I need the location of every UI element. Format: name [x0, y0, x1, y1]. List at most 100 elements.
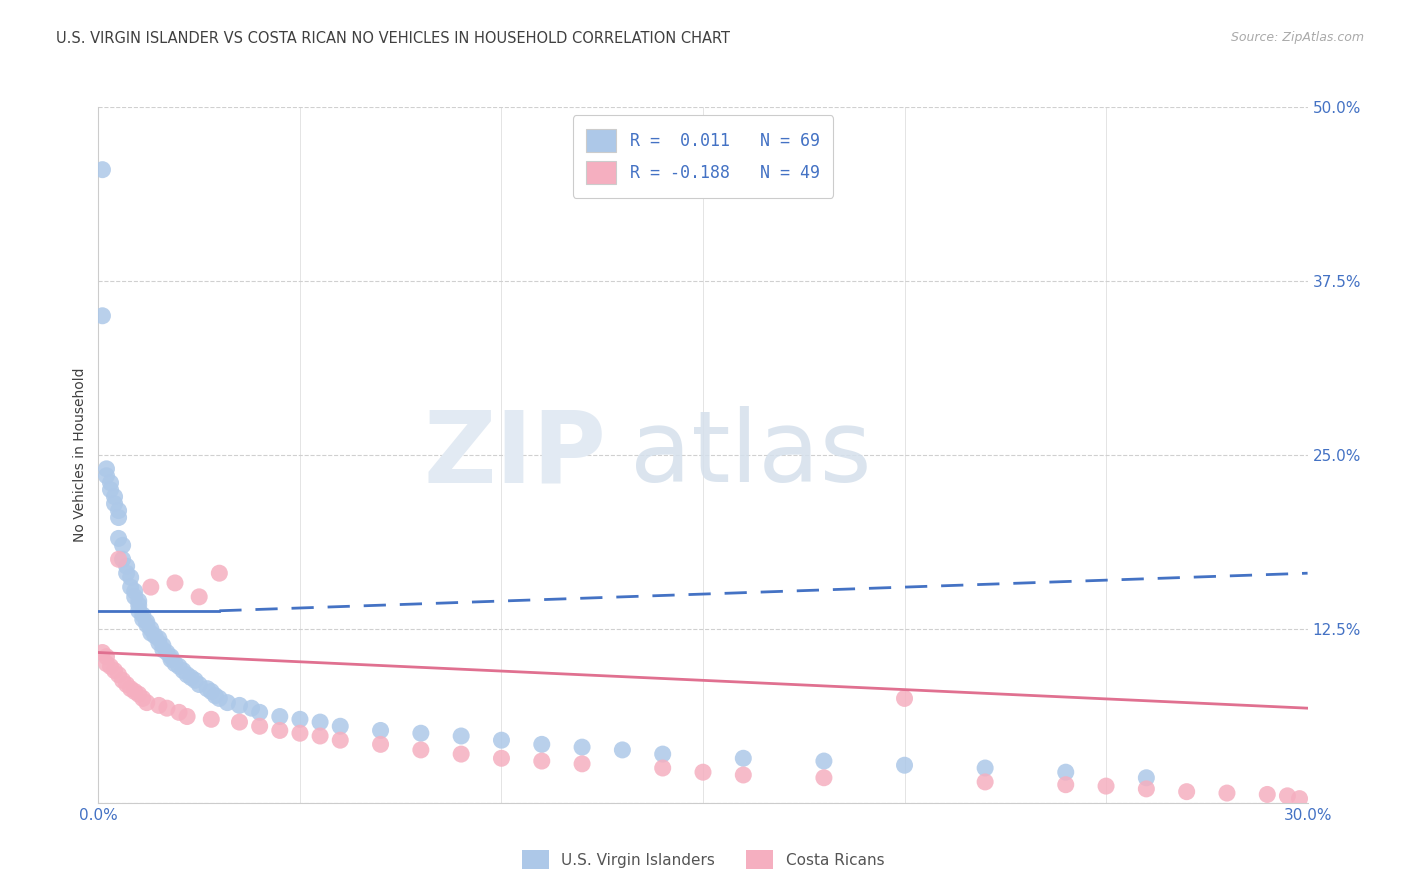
Point	[128, 604, 150, 618]
Point	[288, 712, 311, 726]
Point	[893, 758, 915, 772]
Point	[370, 723, 392, 738]
Point	[139, 580, 162, 594]
Point	[128, 594, 150, 608]
Point	[172, 664, 194, 678]
Point	[148, 698, 170, 713]
Point	[651, 747, 673, 761]
Point	[184, 673, 207, 688]
Point	[115, 566, 138, 581]
Point	[228, 698, 250, 713]
Point	[107, 510, 129, 524]
Point	[329, 719, 352, 733]
Point	[96, 462, 118, 476]
Point	[156, 701, 179, 715]
Point	[103, 490, 125, 504]
Y-axis label: No Vehicles in Household: No Vehicles in Household	[73, 368, 87, 542]
Point	[571, 756, 593, 771]
Point	[1216, 786, 1239, 800]
Point	[107, 532, 129, 546]
Point	[148, 632, 170, 646]
Point	[195, 681, 218, 696]
Point	[111, 673, 134, 688]
Point	[103, 664, 125, 678]
Point	[128, 598, 150, 612]
Point	[692, 765, 714, 780]
Legend: U.S. Virgin Islanders, Costa Ricans: U.S. Virgin Islanders, Costa Ricans	[516, 845, 890, 875]
Point	[249, 719, 271, 733]
Point	[96, 649, 118, 664]
Point	[204, 689, 226, 703]
Point	[100, 475, 122, 490]
Point	[288, 726, 311, 740]
Point	[269, 709, 291, 723]
Point	[974, 761, 997, 775]
Point	[139, 622, 162, 636]
Point	[217, 696, 239, 710]
Point	[107, 667, 129, 681]
Point	[107, 552, 129, 566]
Point	[651, 761, 673, 775]
Point	[240, 701, 263, 715]
Point	[91, 646, 114, 660]
Point	[96, 657, 118, 671]
Point	[571, 740, 593, 755]
Point	[370, 737, 392, 751]
Point	[491, 733, 513, 747]
Point	[1135, 781, 1157, 796]
Point	[107, 503, 129, 517]
Point	[974, 775, 997, 789]
Point	[329, 733, 352, 747]
Point	[135, 615, 157, 629]
Point	[135, 696, 157, 710]
Point	[491, 751, 513, 765]
Point	[100, 659, 122, 673]
Point	[409, 726, 432, 740]
Point	[612, 743, 634, 757]
Point	[1288, 791, 1310, 805]
Point	[103, 497, 125, 511]
Point	[188, 677, 211, 691]
Point	[120, 570, 142, 584]
Point	[124, 584, 146, 599]
Point	[163, 657, 186, 671]
Point	[132, 607, 155, 622]
Point	[160, 652, 183, 666]
Point	[1175, 785, 1198, 799]
Point	[249, 706, 271, 720]
Point	[91, 309, 114, 323]
Point	[269, 723, 291, 738]
Point	[530, 754, 553, 768]
Point	[156, 646, 179, 660]
Point	[132, 612, 155, 626]
Point	[148, 636, 170, 650]
Point	[893, 691, 915, 706]
Point	[160, 649, 183, 664]
Point	[176, 667, 198, 681]
Point	[163, 576, 186, 591]
Point	[111, 552, 134, 566]
Point	[135, 617, 157, 632]
Point	[167, 706, 190, 720]
Text: atlas: atlas	[630, 407, 872, 503]
Point	[120, 580, 142, 594]
Point	[128, 687, 150, 701]
Text: ZIP: ZIP	[423, 407, 606, 503]
Point	[100, 483, 122, 497]
Text: U.S. VIRGIN ISLANDER VS COSTA RICAN NO VEHICLES IN HOUSEHOLD CORRELATION CHART: U.S. VIRGIN ISLANDER VS COSTA RICAN NO V…	[56, 31, 730, 46]
Point	[132, 691, 155, 706]
Point	[111, 538, 134, 552]
Point	[1277, 789, 1299, 803]
Point	[733, 768, 755, 782]
Point	[115, 677, 138, 691]
Point	[409, 743, 432, 757]
Point	[176, 709, 198, 723]
Point	[188, 590, 211, 604]
Point	[530, 737, 553, 751]
Point	[309, 715, 332, 730]
Point	[200, 684, 222, 698]
Point	[152, 642, 174, 657]
Point	[152, 639, 174, 653]
Point	[1054, 765, 1077, 780]
Point	[200, 712, 222, 726]
